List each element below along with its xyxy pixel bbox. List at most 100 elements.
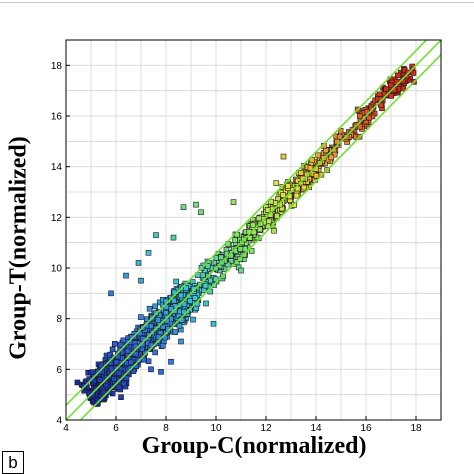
- data-point: [153, 232, 159, 238]
- data-point: [238, 267, 244, 274]
- data-point: [213, 254, 220, 261]
- data-point: [256, 215, 262, 222]
- data-point: [121, 380, 127, 387]
- data-point: [123, 272, 129, 279]
- data-point: [155, 334, 162, 340]
- data-point: [232, 237, 238, 243]
- data-point: [337, 127, 344, 134]
- x-tick-label: 16: [360, 423, 372, 434]
- data-point: [145, 250, 152, 256]
- top-divider-line: [0, 2, 474, 3]
- y-tick-label: 8: [56, 314, 62, 325]
- data-point: [198, 209, 204, 216]
- x-tick-label: 14: [310, 423, 322, 434]
- data-point: [118, 394, 124, 401]
- data-point: [366, 114, 372, 121]
- data-point: [168, 306, 175, 312]
- data-point: [138, 314, 144, 320]
- data-point: [301, 184, 307, 191]
- data-point: [202, 282, 209, 289]
- data-point: [171, 297, 177, 304]
- data-point: [190, 316, 196, 323]
- data-point: [280, 153, 287, 160]
- data-point: [228, 258, 234, 264]
- data-point: [400, 85, 407, 92]
- data-point: [257, 226, 263, 233]
- data-point: [98, 362, 104, 369]
- data-point: [138, 277, 144, 284]
- data-point: [395, 72, 401, 79]
- data-point: [183, 285, 189, 291]
- data-point: [120, 337, 127, 344]
- data-point: [307, 165, 314, 171]
- y-tick-label: 6: [56, 365, 62, 376]
- data-point: [111, 340, 118, 347]
- data-point: [115, 370, 122, 376]
- data-point: [322, 147, 329, 154]
- data-point: [313, 172, 320, 179]
- data-point: [265, 218, 272, 225]
- data-point: [387, 82, 394, 89]
- data-point: [155, 317, 161, 324]
- plot-frame: [65, 39, 442, 421]
- data-point: [103, 382, 109, 389]
- data-point: [152, 303, 159, 310]
- data-point: [273, 180, 280, 186]
- plot-frame-layer: [65, 39, 442, 421]
- data-point: [285, 183, 291, 189]
- tick-labels-layer: 4 6 8 10 12 14 16 18 4 6 8 10 12 14 16 18: [51, 61, 422, 434]
- data-point: [210, 320, 217, 327]
- reference-lines-layer: [66, 40, 441, 420]
- y-axis-label: Group-T(normalized): [5, 136, 32, 360]
- data-point: [159, 323, 166, 330]
- data-point: [410, 70, 417, 76]
- data-point: [357, 113, 363, 120]
- data-point: [264, 207, 271, 213]
- data-point: [309, 156, 315, 163]
- reference-line: [66, 40, 441, 420]
- data-point: [170, 234, 177, 241]
- data-point: [178, 292, 184, 299]
- reference-line: [66, 40, 428, 406]
- data-point: [248, 248, 255, 254]
- data-point: [199, 272, 206, 279]
- data-point: [108, 365, 115, 372]
- data-point: [180, 204, 187, 210]
- data-point: [107, 351, 113, 358]
- x-tick-label: 6: [113, 423, 119, 434]
- data-point: [193, 201, 199, 208]
- data-point: [187, 298, 193, 304]
- data-point: [128, 359, 134, 366]
- data-point: [176, 322, 183, 329]
- data-point: [123, 375, 130, 381]
- data-point: [280, 192, 286, 198]
- data-point: [152, 349, 158, 356]
- x-tick-label: 12: [260, 423, 272, 434]
- data-point: [74, 379, 81, 386]
- data-point: [108, 290, 114, 297]
- data-point: [268, 198, 274, 205]
- data-point: [159, 342, 166, 349]
- data-point: [100, 389, 107, 396]
- data-point: [172, 329, 179, 336]
- data-point: [298, 169, 304, 176]
- data-point: [111, 376, 117, 382]
- data-point: [117, 341, 124, 348]
- data-point: [158, 369, 164, 375]
- data-point: [291, 202, 297, 208]
- data-point: [274, 213, 280, 219]
- data-point: [247, 235, 253, 241]
- data-point: [203, 300, 209, 307]
- data-point: [178, 338, 184, 345]
- x-tick-label: 4: [63, 423, 69, 434]
- data-point: [113, 359, 120, 366]
- y-tick-label: 12: [51, 213, 63, 224]
- data-point: [315, 152, 322, 159]
- x-tick-label: 10: [210, 423, 222, 434]
- x-tick-label: 18: [410, 423, 422, 434]
- data-point: [130, 368, 137, 374]
- y-tick-label: 16: [51, 112, 63, 123]
- data-point: [237, 246, 244, 252]
- data-point: [218, 254, 224, 261]
- x-tick-label: 8: [163, 423, 169, 434]
